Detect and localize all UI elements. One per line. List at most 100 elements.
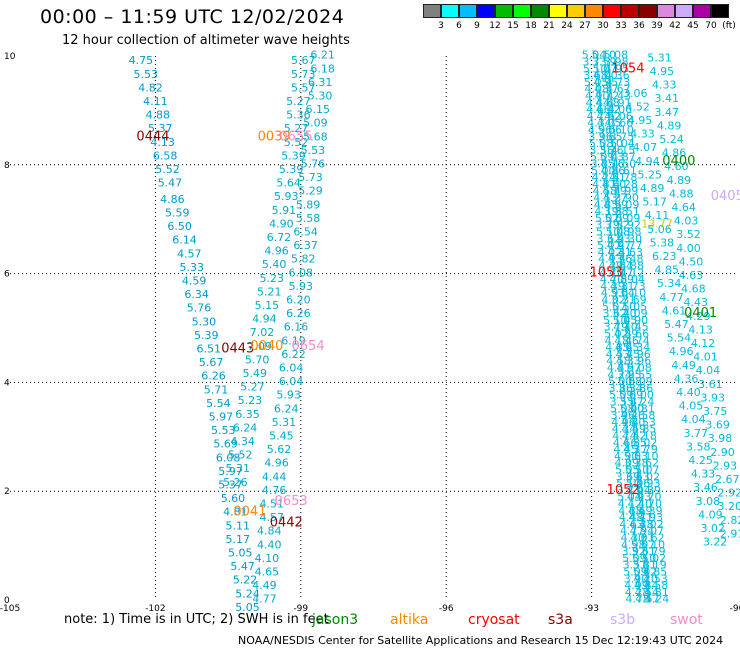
wave-height-value: 4.82 [138, 81, 163, 94]
dense-track-value: 5.08 [610, 402, 635, 415]
dense-track-value: 5.09 [615, 198, 640, 211]
dense-track-value: 4.34 [612, 423, 637, 436]
dense-track-value: 3.96 [611, 409, 636, 422]
wave-height-value: 4.12 [691, 337, 716, 350]
dense-track-value: 4.74 [612, 430, 637, 443]
x-tick-label: -99 [293, 604, 308, 612]
dense-track-value: 4.54 [635, 586, 660, 599]
color-swatch [585, 4, 603, 18]
dense-track-value: 5.10 [591, 49, 616, 62]
wave-height-value: 4.88 [669, 187, 694, 200]
x-tick-label: -102 [145, 604, 165, 612]
wave-height-value: 4.11 [645, 209, 670, 222]
wave-height-value: 5.47 [664, 318, 689, 331]
wave-height-value: 5.27 [240, 381, 265, 394]
wave-height-value: 6.22 [281, 348, 306, 361]
dense-track-value: 4.90 [614, 450, 639, 463]
dense-track-value: 4.58 [644, 579, 669, 592]
wave-height-value: 5.97 [209, 410, 234, 423]
wave-height-value: 6.18 [310, 62, 335, 75]
wave-height-value: 5.17 [642, 196, 667, 209]
dense-track-value: 3.68 [583, 69, 608, 82]
wave-height-value: 5.47 [230, 560, 255, 573]
dense-track-value: 4.46 [614, 334, 639, 347]
dense-track-value: 4.69 [628, 504, 653, 517]
dense-track-value: 5.00 [591, 164, 616, 177]
dense-track-value: 3.62 [602, 307, 627, 320]
y-tick-label: 4 [4, 378, 10, 388]
dense-track-value: 5.02 [633, 566, 658, 579]
wave-height-value: 2.67 [715, 473, 740, 486]
dense-track-value: 5.03 [624, 450, 649, 463]
dense-track-value: 5.00 [608, 375, 633, 388]
wave-height-value: 4.33 [630, 128, 655, 141]
dense-track-value: 5.04 [621, 273, 646, 286]
color-scale-label: 42 [669, 21, 681, 31]
wave-height-value: 4.49 [671, 359, 696, 372]
dense-track-value: 4.04 [626, 484, 651, 497]
color-scale-label: 15 [507, 21, 519, 31]
wave-height-value: 5.73 [291, 68, 316, 81]
dense-track-value: 4.39 [638, 504, 663, 517]
dense-track-value: 5.02 [633, 436, 658, 449]
dense-track-value: 4.24 [592, 171, 617, 184]
dense-track-value: 5.08 [618, 375, 643, 388]
dense-track-value: 4.96 [611, 416, 636, 429]
dense-track-value: 5.09 [619, 389, 644, 402]
wave-height-value: 4.52 [625, 100, 650, 113]
dense-track-value: 3.55 [610, 396, 635, 409]
dense-track-value: 4.84 [634, 579, 659, 592]
wave-height-value: 5.34 [657, 277, 682, 290]
dense-track-value: 5.07 [593, 62, 618, 75]
dense-track-value: 4.70 [599, 266, 624, 279]
x-tick-label: -96 [439, 604, 454, 612]
wave-height-value: 5.68 [303, 130, 328, 143]
wave-height-value: 6.26 [286, 307, 311, 320]
pass-id-label: 0654 [292, 339, 325, 354]
dense-track-value: 5.03 [600, 151, 625, 164]
dense-track-value: 4.85 [623, 436, 648, 449]
satellite-legend-s3b: s3b [610, 612, 636, 628]
y-tick-label: 0 [4, 596, 10, 606]
dense-track-value: 4.31 [607, 246, 632, 259]
dense-track-value: 4.52 [622, 430, 647, 443]
dense-track-value: 4.81 [630, 402, 655, 415]
dense-track-value: 3.92 [622, 545, 647, 558]
wave-height-value: 4.96 [264, 457, 289, 470]
dense-track-value: 3.73 [617, 484, 642, 497]
pass-id-label: 0039 [258, 129, 291, 144]
wave-height-value: 5.57 [291, 81, 316, 94]
dense-track-value: 4.43 [607, 90, 632, 103]
dense-track-value: 4.36 [605, 69, 630, 82]
wave-height-value: 4.89 [667, 174, 692, 187]
color-swatch [675, 4, 693, 18]
dense-track-value: 4.58 [593, 185, 618, 198]
wave-height-value: 3.75 [703, 405, 728, 418]
pass-id-label: 1053 [590, 265, 623, 280]
wave-height-value: 6.19 [281, 334, 306, 347]
dense-track-value: 4.93 [598, 253, 623, 266]
wave-height-value: 5.22 [233, 574, 258, 587]
dense-track-value: 5.04 [610, 137, 635, 150]
dense-track-value: 4.63 [619, 518, 644, 531]
dense-track-value: 4.99 [603, 198, 628, 211]
wave-height-value: 4.94 [252, 313, 277, 326]
wave-height-value: 4.89 [640, 182, 665, 195]
wave-height-value: 4.86 [160, 193, 185, 206]
dense-track-value: 3.75 [610, 130, 635, 143]
pass-id-label: 0653 [275, 494, 308, 509]
color-scale-label: 12 [489, 21, 501, 31]
color-scale-label: 36 [633, 21, 645, 31]
dense-track-value: 5.05 [623, 300, 648, 313]
wave-height-plot: -105-102-99-96-93-9002468105.043.735.103… [0, 49, 740, 612]
dense-track-value: 4.74 [587, 110, 612, 123]
wave-height-value: 4.95 [650, 65, 675, 78]
dense-track-value: 4.08 [584, 83, 609, 96]
dense-track-value: 3.73 [582, 56, 607, 69]
dense-track-value: 4.79 [602, 185, 627, 198]
wave-height-value: 5.45 [269, 430, 294, 443]
color-scale-label: 45 [687, 21, 699, 31]
y-tick-label: 8 [4, 161, 10, 171]
dense-track-value: 4.11 [610, 280, 635, 293]
wave-height-value: 5.67 [291, 54, 316, 67]
